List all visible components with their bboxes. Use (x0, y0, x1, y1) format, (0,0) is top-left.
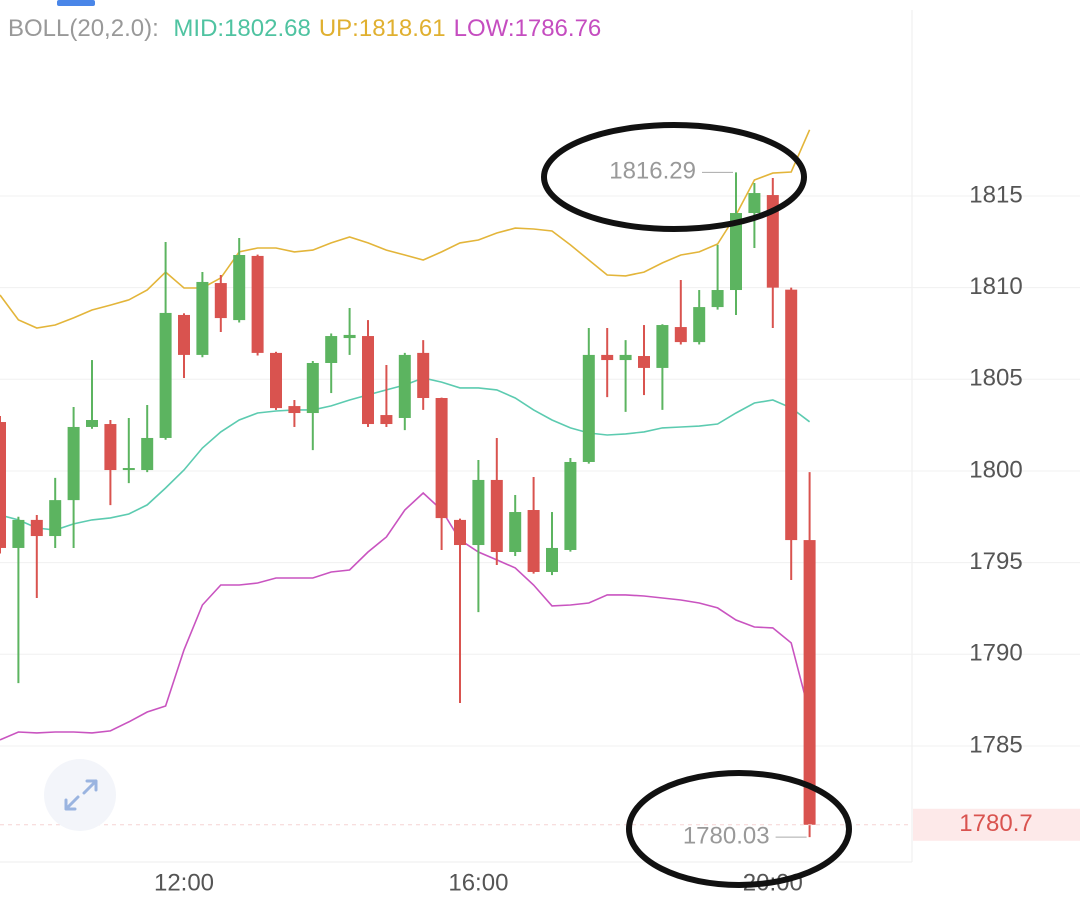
candle-body (582, 354, 595, 462)
tab-indicator (57, 0, 95, 6)
candle-body (435, 398, 448, 519)
candle-body (693, 307, 706, 343)
candle-body (656, 325, 669, 368)
candle-body (490, 479, 503, 552)
candle-body (711, 290, 724, 308)
y-tick-label: 1790 (969, 640, 1022, 667)
legend-entry: UP:1818.61 (319, 15, 446, 42)
current-price-box (913, 808, 1080, 841)
candle-body (766, 195, 779, 288)
candle-body (601, 354, 614, 361)
y-tick-label: 1805 (969, 365, 1022, 392)
candle-body (141, 437, 154, 471)
candle-body (233, 255, 246, 321)
candle-body (178, 314, 190, 355)
candle-body (638, 356, 650, 368)
candle-body (196, 281, 209, 355)
candle-body (803, 540, 816, 825)
candle-body (30, 519, 43, 537)
candle-body (380, 415, 393, 425)
candle-body (270, 352, 282, 409)
candle-body (86, 420, 98, 427)
candle-body (509, 512, 522, 552)
candle-body (159, 312, 172, 438)
y-tick-label: 1800 (969, 456, 1022, 483)
candle-body (546, 547, 558, 572)
band-line (0, 491, 811, 741)
expand-button[interactable] (44, 759, 116, 831)
x-tick-label: 16:00 (448, 869, 508, 896)
candle-body (564, 461, 577, 550)
candle-body (730, 213, 742, 291)
hand-drawn-circle (626, 770, 852, 888)
candle-body (343, 334, 356, 339)
candle-body (251, 255, 264, 353)
y-tick-label: 1795 (969, 548, 1022, 575)
band-line (0, 129, 811, 329)
y-tick-label: 1810 (969, 273, 1022, 300)
candle-body (362, 336, 374, 425)
candle-body (288, 406, 301, 414)
candle-body (417, 352, 430, 399)
hand-drawn-circle (541, 122, 807, 232)
candle-body (748, 193, 761, 214)
candle-body (619, 354, 632, 361)
current-price-label: 1780.7 (959, 810, 1032, 837)
candle-body (104, 424, 117, 471)
candle-body (49, 500, 62, 537)
candle-body (67, 426, 80, 501)
legend-entry: LOW:1786.76 (454, 15, 602, 42)
candle-body (785, 289, 798, 541)
candle-body (527, 510, 540, 572)
candle-body (398, 354, 411, 418)
indicator-name: BOLL(20,2.0): (8, 15, 159, 42)
candle-body (214, 283, 227, 319)
max-label: 1816.29 (609, 158, 696, 185)
expand-icon (64, 779, 98, 811)
candle-body (12, 519, 25, 548)
candle-body (122, 468, 135, 471)
min-label: 1780.03 (683, 822, 770, 849)
candle-body (454, 519, 466, 546)
candle-body (674, 327, 687, 343)
x-tick-label: 12:00 (154, 869, 214, 896)
y-tick-label: 1815 (969, 181, 1022, 208)
candle-body (306, 362, 319, 414)
candle-body (472, 479, 485, 546)
candle-body (325, 336, 338, 363)
candle-body (0, 422, 6, 548)
y-tick-label: 1785 (969, 731, 1022, 758)
legend-entry: MID:1802.68 (173, 15, 310, 42)
indicator-header: BOLL(20,2.0): MID:1802.68 UP:1818.61 LOW:1… (8, 15, 601, 42)
